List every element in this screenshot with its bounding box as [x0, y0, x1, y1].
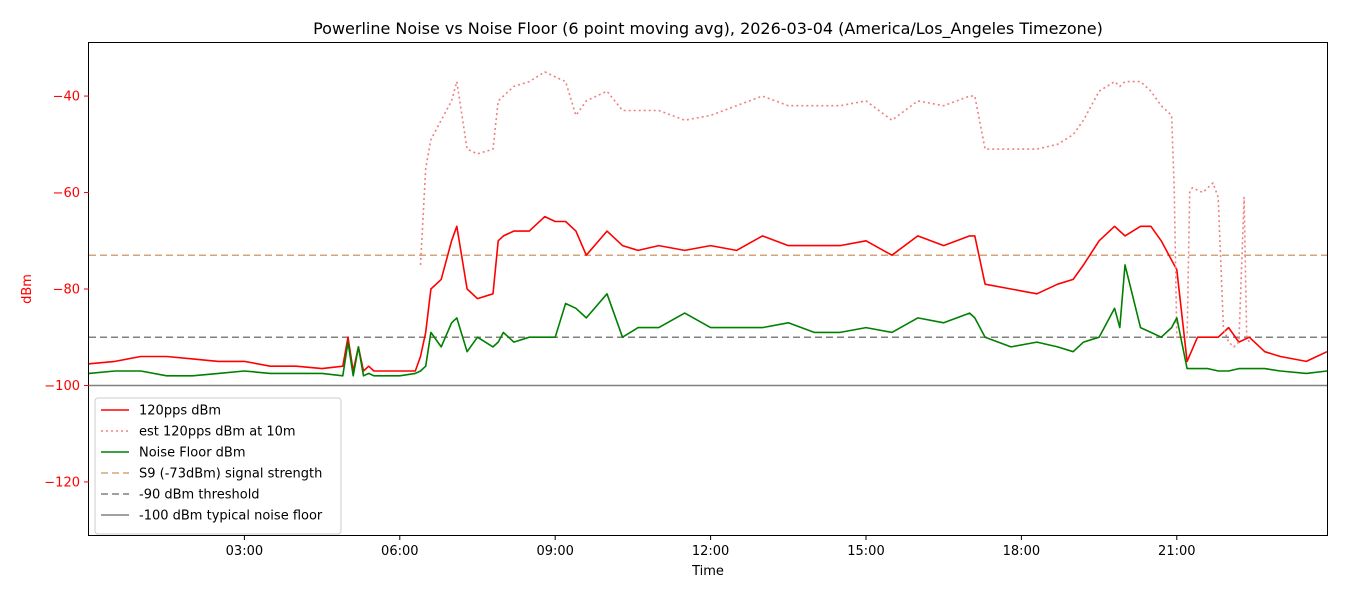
- x-tick-label-2: 09:00: [536, 544, 573, 559]
- series-line-2: [88, 264, 1328, 377]
- y-tick-label-0: −40: [53, 90, 80, 105]
- y-axis-label: dBm: [20, 274, 35, 304]
- legend-box: [94, 397, 342, 535]
- legend: 120pps dBm est 120pps dBm at 10m Noise Flo…: [94, 397, 342, 535]
- legend-label-2: Noise Floor dBm: [139, 446, 246, 461]
- legend-label-3: S9 (-73dBm) signal strength: [139, 467, 322, 482]
- x-tick-label-5: 18:00: [1003, 544, 1040, 559]
- x-tick-label-3: 12:00: [692, 544, 729, 559]
- legend-label-0: 120pps dBm: [139, 404, 221, 419]
- x-tick-label-6: 21:00: [1158, 544, 1195, 559]
- legend-label-1: est 120pps dBm at 10m: [139, 425, 296, 440]
- x-axis-label: Time: [691, 564, 724, 579]
- series-line-1: [419, 71, 1252, 348]
- x-tick-label-0: 03:00: [226, 544, 263, 559]
- y-tick-label-1: −60: [53, 186, 80, 201]
- legend-label-4: -90 dBm threshold: [139, 488, 260, 503]
- chart-title: Powerline Noise vs Noise Floor (6 point …: [313, 19, 1103, 39]
- y-tick-label-3: −100: [44, 379, 80, 394]
- y-tick-label-2: −80: [53, 283, 80, 298]
- x-tick-label-1: 06:00: [381, 544, 418, 559]
- y-tick-label-4: −120: [44, 475, 80, 490]
- x-tick-label-4: 15:00: [847, 544, 884, 559]
- legend-label-5: -100 dBm typical noise floor: [139, 509, 323, 524]
